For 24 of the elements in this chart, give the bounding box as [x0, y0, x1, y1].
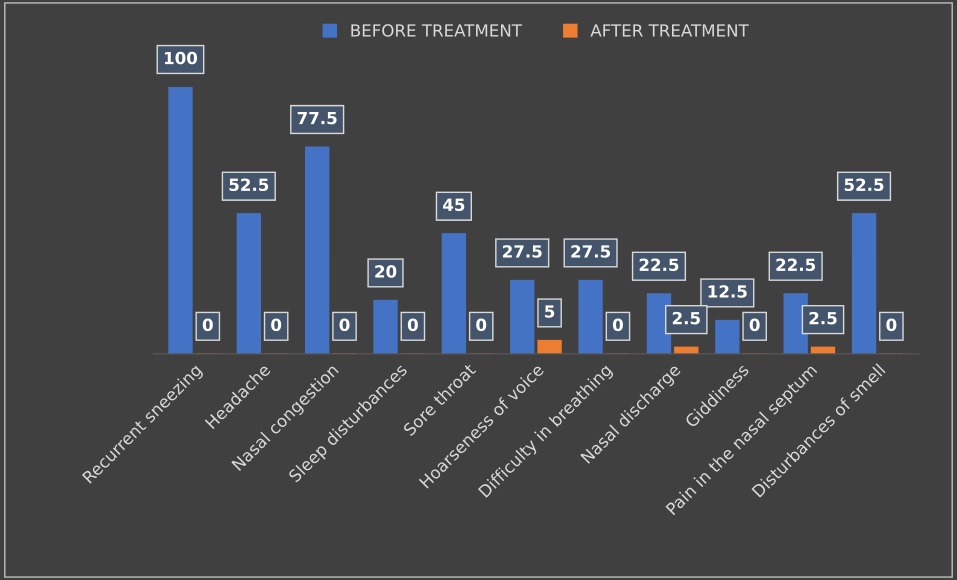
data-label: 0	[612, 318, 623, 332]
data-label: 2.5	[672, 312, 700, 324]
data-label: 0	[271, 318, 282, 332]
legend-label: AFTER TREATMENT	[590, 24, 749, 37]
data-label: 27.5	[571, 245, 610, 258]
data-label: 2.5	[810, 312, 837, 324]
data-label: 20	[375, 265, 396, 278]
data-label: 22.5	[640, 258, 678, 272]
data-label: 0	[202, 318, 213, 332]
data-label: 0	[886, 318, 896, 332]
data-label: 12.5	[708, 285, 747, 298]
data-label: 0	[476, 318, 486, 332]
data-label: 0	[750, 318, 760, 332]
legend-label: BEFORE TREATMENT	[351, 24, 522, 37]
data-label: 0	[408, 318, 418, 332]
data-label: 27.5	[503, 245, 542, 258]
data-label: 22.5	[776, 258, 816, 272]
data-label: 100	[164, 52, 198, 64]
data-label: 77.5	[298, 112, 337, 124]
data-label: 45	[443, 198, 464, 212]
data-label: 52.5	[230, 178, 268, 192]
data-label: 52.5	[844, 178, 884, 192]
data-label: 5	[545, 305, 554, 318]
data-label: 0	[340, 318, 350, 332]
